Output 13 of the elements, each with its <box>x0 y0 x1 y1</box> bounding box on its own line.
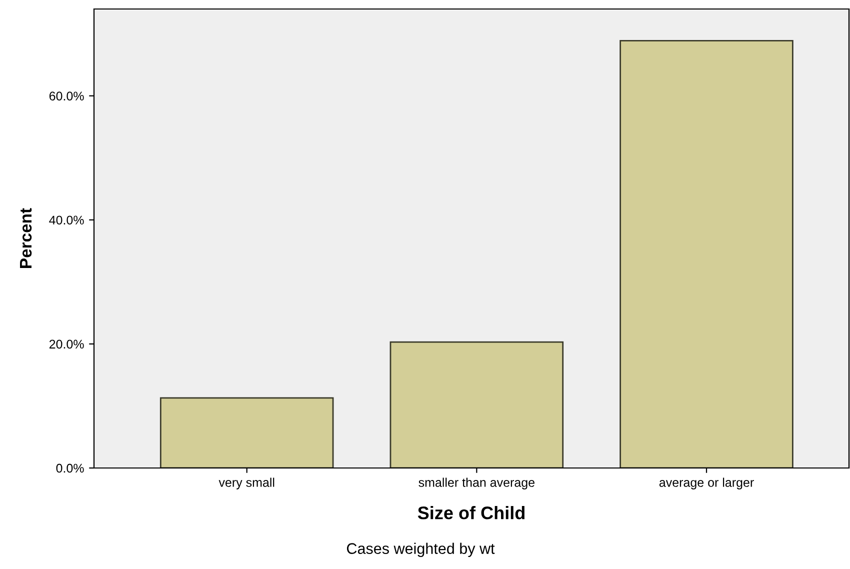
y-axis-title: Percent <box>20 208 32 268</box>
bar <box>390 341 564 468</box>
y-tick-label: 0.0% <box>56 464 84 473</box>
y-tick-label: 20.0% <box>49 340 84 349</box>
bar <box>160 397 334 468</box>
x-tick-label: very small <box>218 478 274 490</box>
y-tick-label: 60.0% <box>49 92 84 100</box>
text: Cases weighted by wt <box>346 542 495 557</box>
x-axis-title: Size of Child <box>418 506 524 520</box>
x-tick-label: smaller than average <box>418 478 534 490</box>
x-tick-label: average or larger <box>659 478 754 490</box>
y-tick-label: 40.0% <box>49 216 84 225</box>
bar <box>620 40 794 468</box>
